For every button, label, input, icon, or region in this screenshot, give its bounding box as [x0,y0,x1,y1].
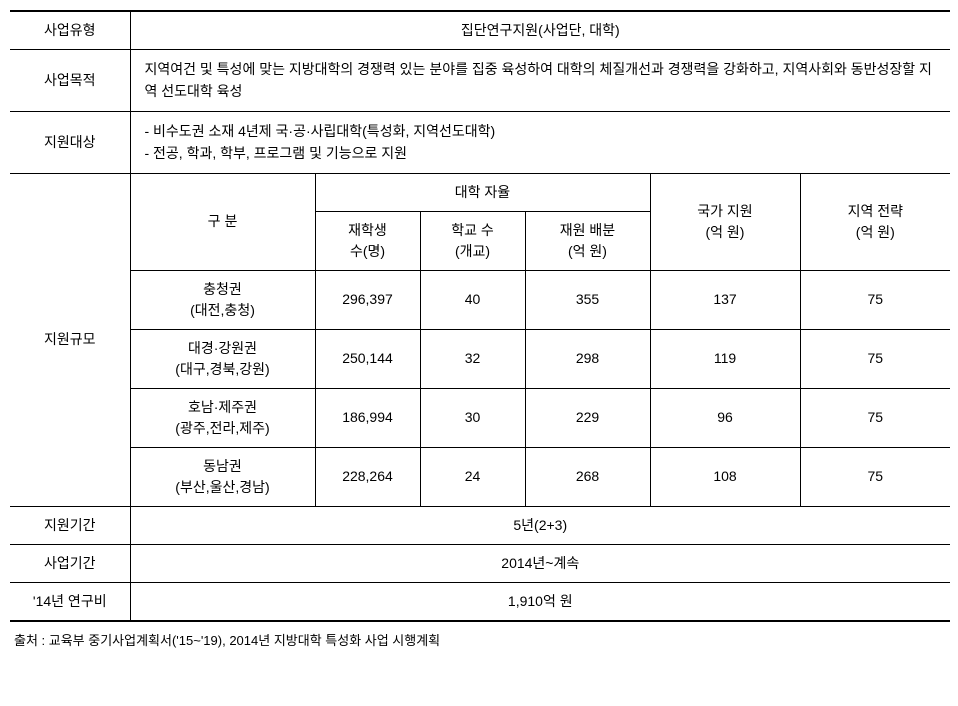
value-biz-period: 2014년~계속 [130,544,950,582]
region-sub: (대전,충청) [190,302,255,318]
label-target: 지원대상 [10,111,130,173]
cell-national: 108 [650,447,800,506]
table-row: 동남권 (부산,울산,경남) 228,264 24 268 108 75 [10,447,950,506]
label-purpose: 사업목적 [10,50,130,112]
row-type: 사업유형 집단연구지원(사업단, 대학) [10,11,950,50]
cell-national: 96 [650,388,800,447]
value-purpose: 지역여건 및 특성에 맞는 지방대학의 경쟁력 있는 분야를 집중 육성하여 대… [130,50,950,112]
table-row: 호남·제주권 (광주,전라,제주) 186,994 30 229 96 75 [10,388,950,447]
region-sub: (부산,울산,경남) [175,479,269,495]
header-funding-text: 재원 배분 [560,222,615,238]
cell-strategy: 75 [800,388,950,447]
table-row: 충청권 (대전,충청) 296,397 40 355 137 75 [10,270,950,329]
target-line1: - 비수도권 소재 4년제 국·공·사립대학(특성화, 지역선도대학) [145,123,496,139]
cell-schools: 24 [420,447,525,506]
cell-funding: 298 [525,329,650,388]
cell-funding: 268 [525,447,650,506]
cell-funding: 355 [525,270,650,329]
cell-strategy: 75 [800,447,950,506]
row-target: 지원대상 - 비수도권 소재 4년제 국·공·사립대학(특성화, 지역선도대학)… [10,111,950,173]
row-header1: 지원규모 구 분 대학 자율 국가 지원 (억 원) 지역 전략 (억 원) [10,173,950,211]
region-name: 대경·강원권 [188,340,257,356]
value-budget: 1,910억 원 [130,582,950,621]
cell-national: 137 [650,270,800,329]
cell-strategy: 75 [800,270,950,329]
header-strategy-text: 지역 전략 [848,203,903,219]
cell-students: 186,994 [315,388,420,447]
header-schools: 학교 수 (개교) [420,211,525,270]
row-support-period: 지원기간 5년(2+3) [10,506,950,544]
header-national-text: 국가 지원 [697,203,752,219]
header-schools-unit: (개교) [455,243,490,259]
region-name: 동남권 [203,458,242,474]
row-budget: '14년 연구비 1,910억 원 [10,582,950,621]
region-name-cell: 호남·제주권 (광주,전라,제주) [130,388,315,447]
header-schools-text: 학교 수 [451,222,494,238]
cell-schools: 30 [420,388,525,447]
header-autonomy: 대학 자율 [315,173,650,211]
label-support-period: 지원기간 [10,506,130,544]
cell-schools: 32 [420,329,525,388]
cell-funding: 229 [525,388,650,447]
cell-national: 119 [650,329,800,388]
label-scale: 지원규모 [10,173,130,506]
table-row: 대경·강원권 (대구,경북,강원) 250,144 32 298 119 75 [10,329,950,388]
value-type: 집단연구지원(사업단, 대학) [130,11,950,50]
label-type: 사업유형 [10,11,130,50]
header-strategy: 지역 전략 (억 원) [800,173,950,270]
header-students-unit: 수(명) [350,243,385,259]
cell-strategy: 75 [800,329,950,388]
header-students: 재학생 수(명) [315,211,420,270]
row-biz-period: 사업기간 2014년~계속 [10,544,950,582]
label-biz-period: 사업기간 [10,544,130,582]
region-sub: (대구,경북,강원) [175,361,269,377]
header-national: 국가 지원 (억 원) [650,173,800,270]
row-purpose: 사업목적 지역여건 및 특성에 맞는 지방대학의 경쟁력 있는 분야를 집중 육… [10,50,950,112]
value-support-period: 5년(2+3) [130,506,950,544]
value-target: - 비수도권 소재 4년제 국·공·사립대학(특성화, 지역선도대학) - 전공… [130,111,950,173]
header-students-text: 재학생 [348,222,387,238]
source-text: 출처 : 교육부 중기사업계획서('15~'19), 2014년 지방대학 특성… [10,630,948,649]
region-sub: (광주,전라,제주) [175,420,269,436]
cell-schools: 40 [420,270,525,329]
header-strategy-unit: (억 원) [856,224,895,240]
label-budget: '14년 연구비 [10,582,130,621]
cell-students: 250,144 [315,329,420,388]
policy-table: 사업유형 집단연구지원(사업단, 대학) 사업목적 지역여건 및 특성에 맞는 … [10,10,950,622]
region-name-cell: 동남권 (부산,울산,경남) [130,447,315,506]
region-name: 호남·제주권 [188,399,257,415]
target-line2: - 전공, 학과, 학부, 프로그램 및 기능으로 지원 [145,145,408,161]
region-name: 충청권 [203,281,242,297]
header-funding: 재원 배분 (억 원) [525,211,650,270]
header-national-unit: (억 원) [706,224,745,240]
header-gubun: 구 분 [130,173,315,270]
cell-students: 296,397 [315,270,420,329]
cell-students: 228,264 [315,447,420,506]
region-name-cell: 충청권 (대전,충청) [130,270,315,329]
region-name-cell: 대경·강원권 (대구,경북,강원) [130,329,315,388]
header-funding-unit: (억 원) [568,243,607,259]
policy-table-wrapper: 사업유형 집단연구지원(사업단, 대학) 사업목적 지역여건 및 특성에 맞는 … [10,10,948,649]
